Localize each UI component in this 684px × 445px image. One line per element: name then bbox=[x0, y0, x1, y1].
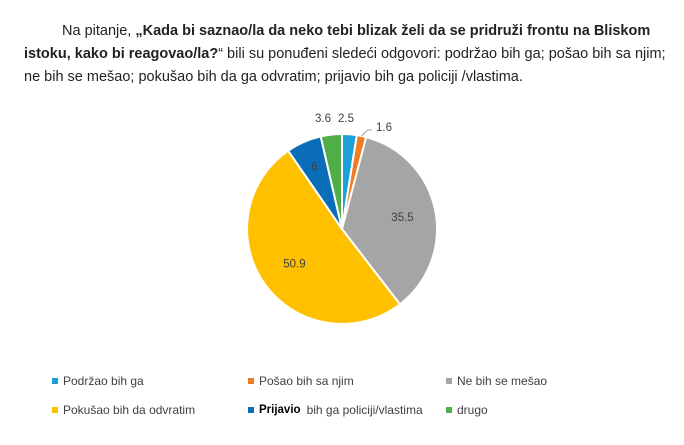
pie-slice-drugo bbox=[319, 132, 343, 230]
pie-slice-ne-bih bbox=[340, 135, 438, 306]
slice-label-prijavio: 6 bbox=[311, 161, 317, 173]
slice-label-posao: 1.6 bbox=[376, 122, 392, 134]
intro-question: „Kada bi saznao/la da neko tebi blizak ž… bbox=[24, 23, 651, 62]
slice-label-drugo: 3.6 bbox=[315, 113, 331, 125]
slice-label-podrzao: 2.5 bbox=[338, 113, 354, 125]
slice-label-pokusao: 50.9 bbox=[283, 259, 305, 271]
pie-slice-pokusao bbox=[246, 149, 402, 325]
slice-label-ne-bih: 35.5 bbox=[391, 212, 413, 224]
intro-suffix: “ bili su ponuđeni sledeći odgovori: pod… bbox=[24, 46, 666, 85]
intro-prefix: Na pitanje, bbox=[62, 23, 136, 39]
intro-paragraph: Na pitanje, „Kada bi saznao/la da neko t… bbox=[24, 20, 674, 89]
leader-line-posao bbox=[361, 129, 372, 137]
